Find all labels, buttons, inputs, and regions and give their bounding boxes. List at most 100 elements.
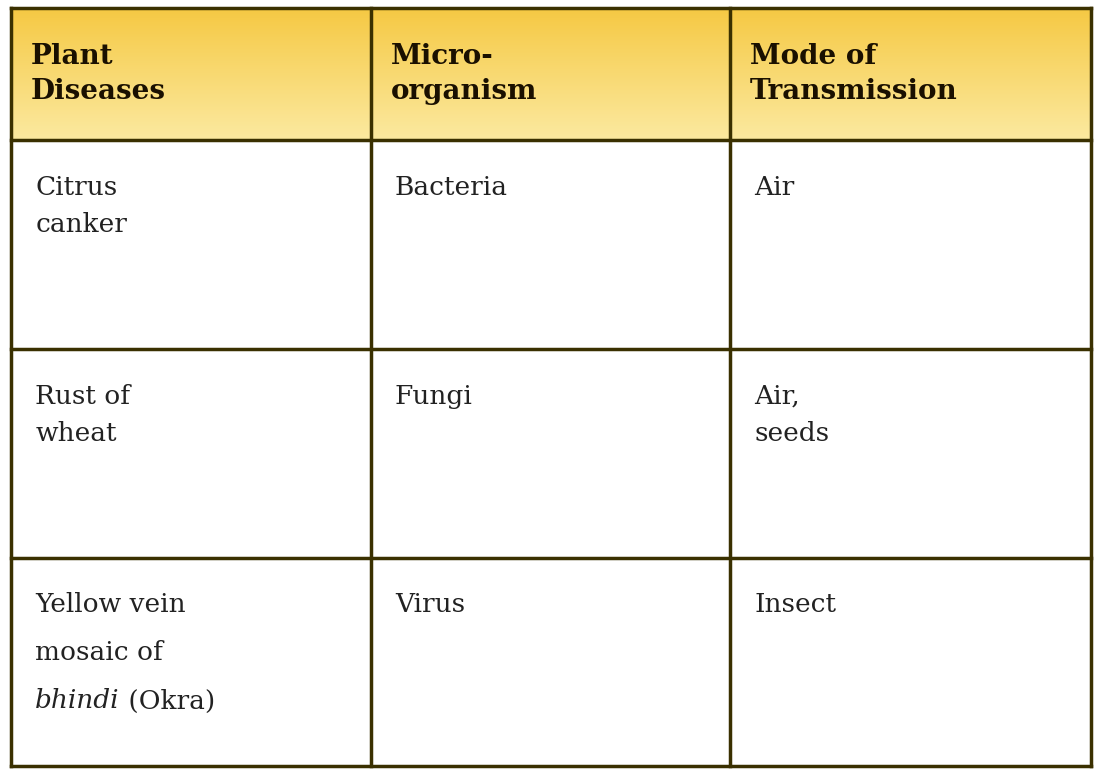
Text: Fungi: Fungi (395, 384, 473, 409)
Bar (11, 111, 1091, 113)
Bar (11, 39, 1091, 40)
Bar (11, 52, 1091, 53)
Bar (11, 81, 1091, 83)
Bar (11, 101, 1091, 103)
Bar (11, 74, 1091, 76)
Bar (11, 139, 1091, 140)
Bar (11, 132, 1091, 133)
Bar (11, 70, 1091, 72)
Bar (11, 104, 1091, 106)
Bar (11, 60, 1091, 61)
Bar (11, 75, 1091, 77)
Text: Micro-
organism: Micro- organism (390, 43, 537, 105)
Bar (11, 55, 1091, 57)
Bar (11, 97, 1091, 98)
Bar (11, 85, 1091, 87)
Bar (11, 114, 1091, 115)
Bar (11, 137, 1091, 139)
Text: Plant
Diseases: Plant Diseases (31, 43, 166, 105)
Bar (11, 121, 1091, 122)
Bar (11, 82, 1091, 84)
Bar (11, 23, 1091, 24)
Text: Rust of
wheat: Rust of wheat (35, 384, 130, 446)
Bar (11, 115, 1091, 116)
Bar (11, 77, 1091, 78)
Bar (11, 131, 1091, 132)
Bar (11, 135, 1091, 137)
Bar (11, 39, 1091, 41)
Bar (11, 66, 1091, 67)
Bar (11, 109, 1091, 111)
Bar (11, 127, 1091, 128)
Bar (11, 56, 1091, 57)
Bar (11, 46, 1091, 48)
Bar (11, 99, 1091, 101)
Bar (11, 116, 1091, 117)
Bar (11, 125, 1091, 126)
Bar (11, 125, 1091, 126)
Bar (11, 9, 1091, 10)
Bar (11, 42, 1091, 43)
Bar (11, 64, 1091, 66)
Bar (11, 26, 1091, 28)
Bar (11, 118, 1091, 120)
Bar (11, 61, 1091, 63)
Bar (11, 110, 1091, 111)
Bar (11, 31, 1091, 33)
Bar (11, 115, 1091, 117)
Bar (11, 19, 1091, 21)
Bar (11, 41, 1091, 43)
Bar (11, 89, 1091, 91)
Bar (11, 68, 1091, 70)
Bar (11, 95, 1091, 97)
Text: Air,
seeds: Air, seeds (755, 384, 830, 446)
Bar (11, 122, 1091, 124)
Bar (11, 49, 1091, 50)
Bar (11, 96, 1091, 98)
Bar (11, 51, 1091, 52)
Bar (11, 42, 1091, 43)
Bar (11, 90, 1091, 91)
Bar (370, 141, 731, 349)
Bar (11, 92, 1091, 94)
Bar (11, 91, 1091, 92)
Bar (11, 135, 1091, 136)
Bar (11, 136, 1091, 138)
Bar (11, 128, 1091, 129)
Bar (11, 133, 1091, 135)
Bar (11, 113, 1091, 115)
Bar (11, 44, 1091, 46)
Bar (11, 15, 1091, 17)
Bar (11, 7, 1091, 9)
Bar (11, 12, 1091, 14)
Bar (11, 29, 1091, 31)
Bar (11, 101, 1091, 102)
Bar (11, 48, 1091, 50)
Bar (11, 54, 1091, 56)
Bar (11, 76, 1091, 77)
Bar (11, 69, 1091, 70)
Bar (11, 53, 1091, 54)
Bar (11, 94, 1091, 95)
Bar (11, 46, 1091, 47)
Bar (11, 112, 1091, 114)
Bar (11, 93, 1091, 94)
Bar (11, 34, 1091, 36)
Text: (Okra): (Okra) (120, 689, 215, 714)
Bar (11, 71, 1091, 73)
Bar (11, 119, 1091, 121)
Bar (11, 121, 1091, 122)
Bar (11, 79, 1091, 80)
Bar (11, 21, 1091, 22)
Text: Mode of
Transmission: Mode of Transmission (750, 43, 958, 105)
Bar (11, 557, 370, 766)
Bar (11, 50, 1091, 52)
Bar (11, 126, 1091, 128)
Bar (11, 26, 1091, 27)
Bar (11, 8, 1091, 9)
Bar (11, 9, 1091, 11)
Bar (370, 557, 731, 766)
Bar (11, 98, 1091, 99)
Bar (370, 349, 731, 557)
Bar (11, 349, 370, 557)
